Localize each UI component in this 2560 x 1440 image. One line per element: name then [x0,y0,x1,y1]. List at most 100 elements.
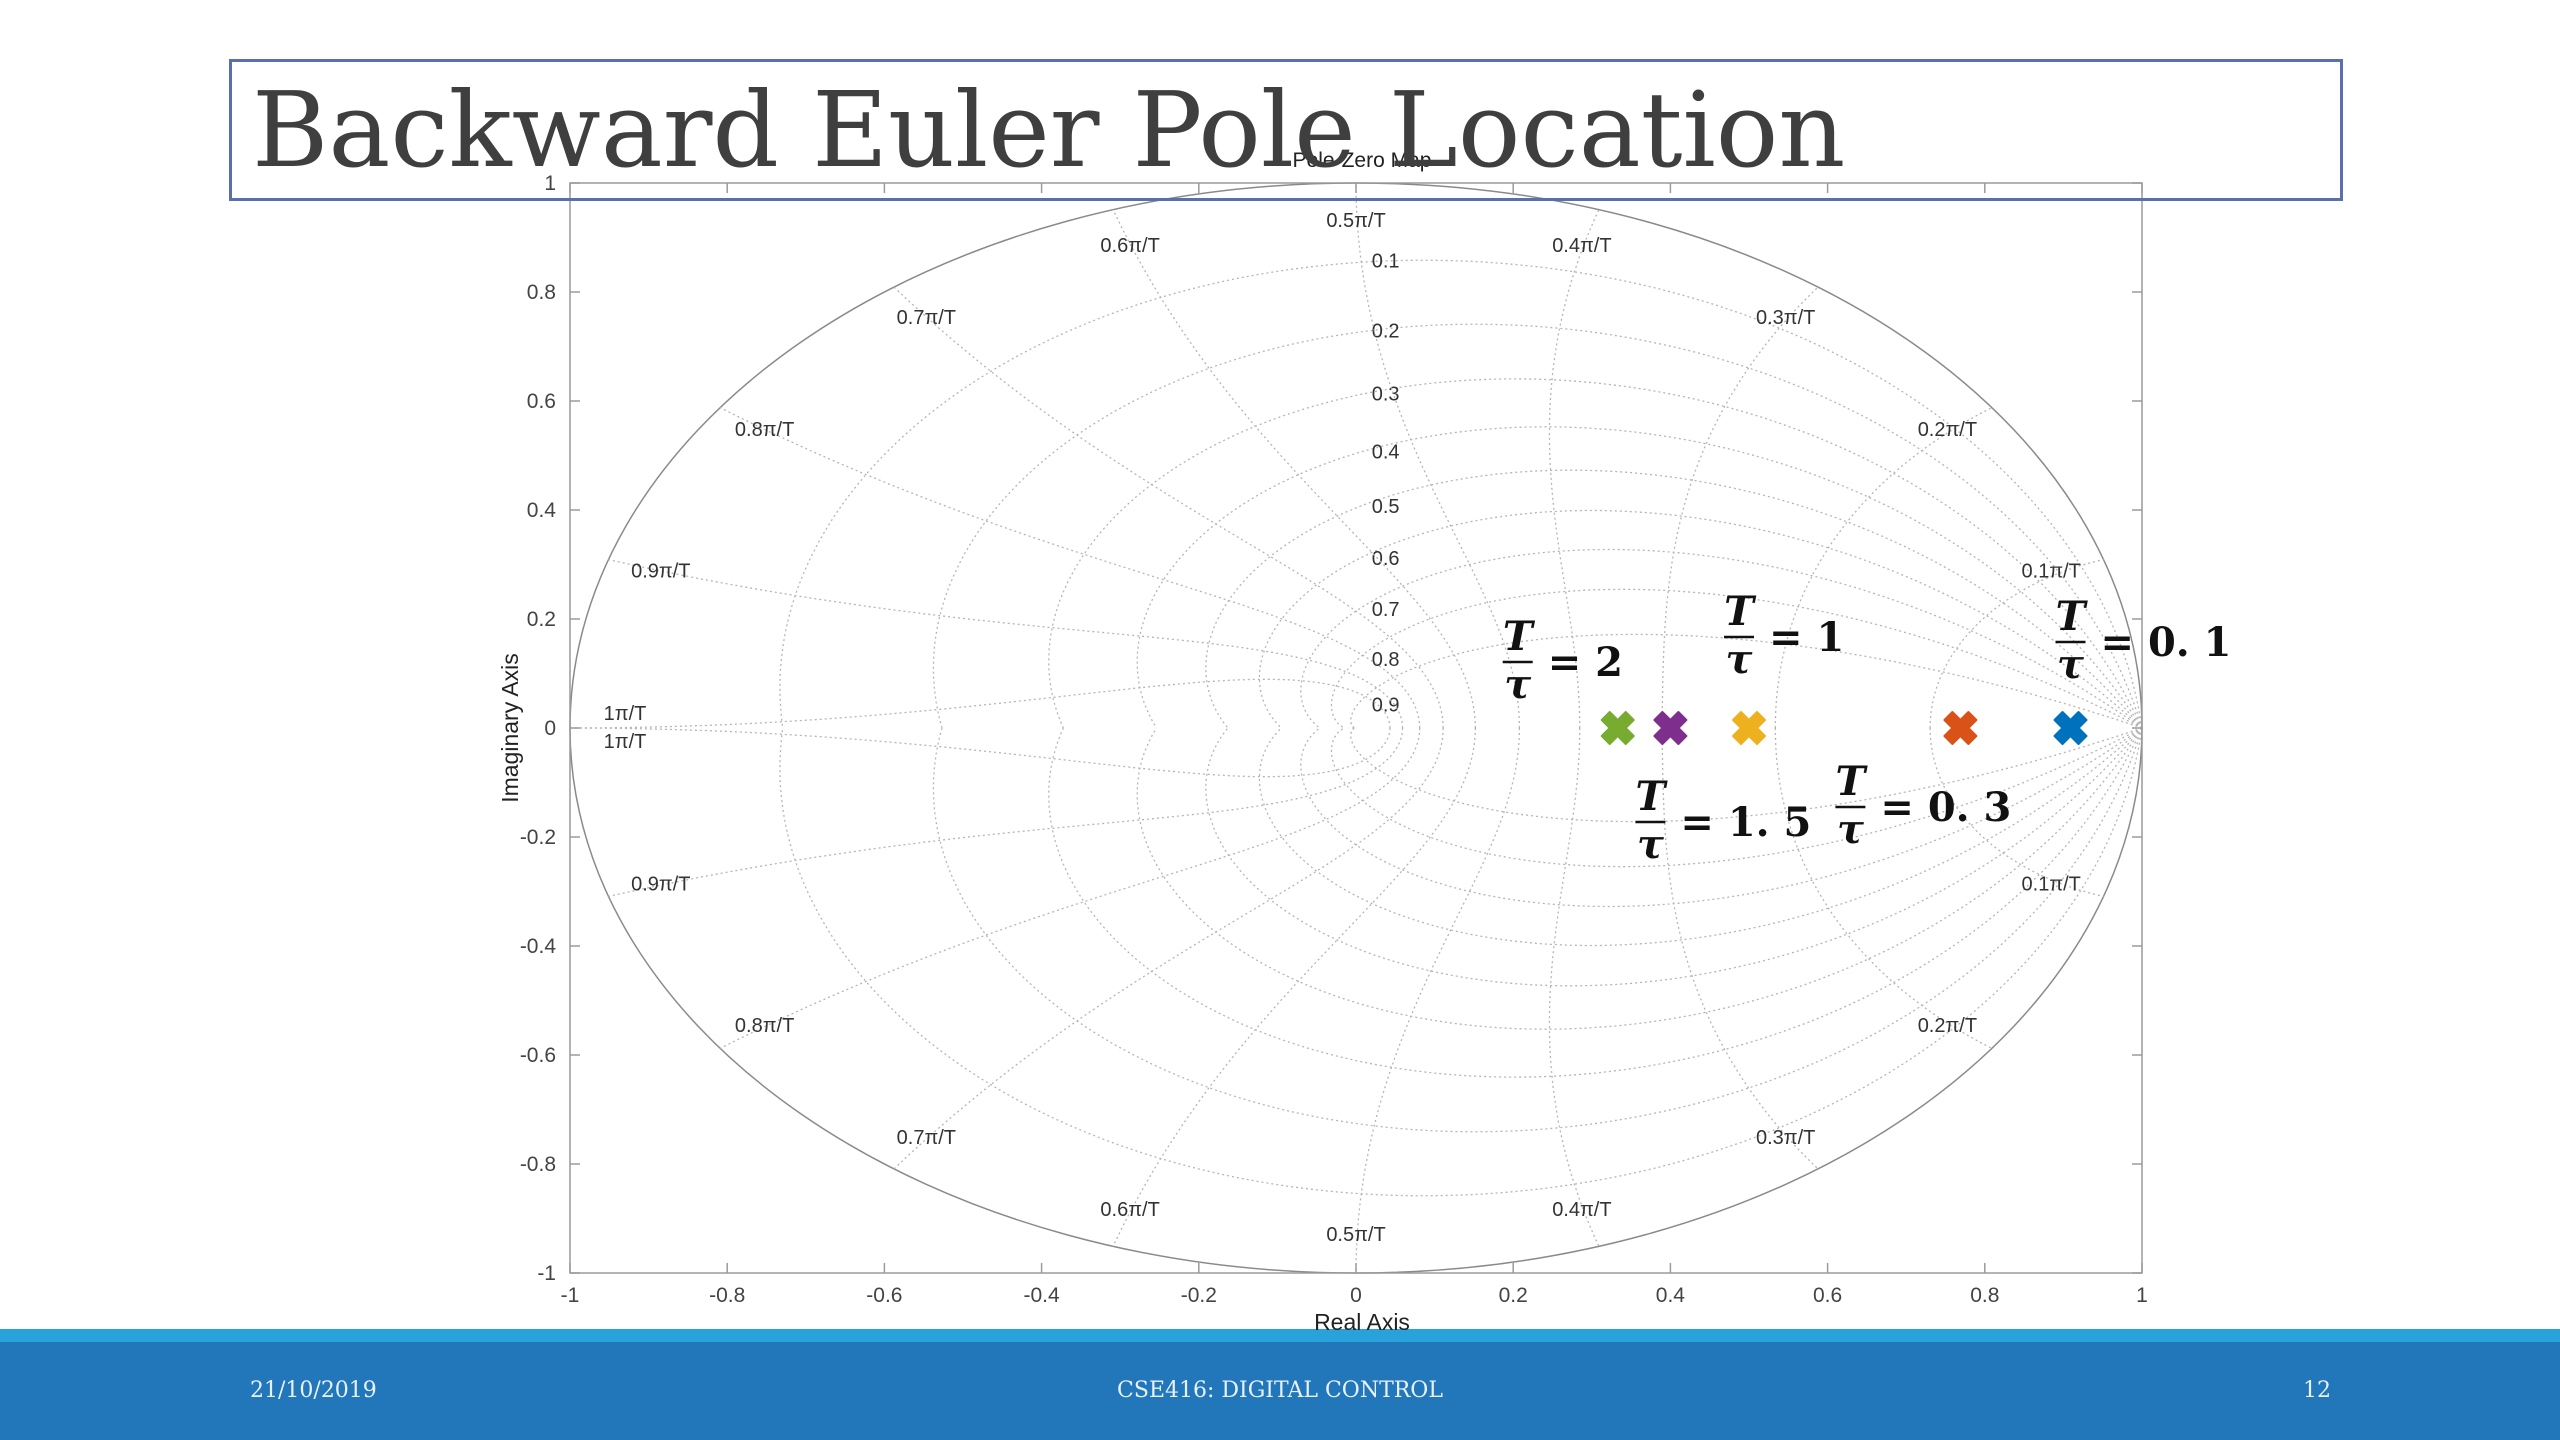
pole-annotation: Tτ = 1 [1724,588,1844,683]
frequency-label: 0.7π/T [897,1127,956,1149]
pole-marker [1600,711,1635,745]
damping-label: 0.2 [1372,321,1400,343]
frequency-curve [719,407,1421,728]
damping-label: 0.5 [1372,496,1400,518]
damping-curve [1048,727,2143,1078]
frequency-curve [608,728,1404,898]
frequency-label: 0.5π/T [1326,210,1385,232]
annotation-numerator: T [1636,773,1669,820]
damping-curve [1330,588,2143,729]
frequency-curve [569,678,1391,729]
frequency-label: 0.4π/T [1552,235,1611,257]
x-tick-label: 0 [1350,1284,1362,1307]
annotation-numerator: T [1724,588,1757,635]
frequency-label: 0.3π/T [1756,1127,1815,1149]
frequency-curve [569,727,1391,778]
pole-marker [1732,711,1766,745]
footer-course: CSE416: DIGITAL CONTROL [1117,1378,1443,1403]
footer-accent-band [0,1329,2560,1342]
annotation-numerator: T [1503,613,1536,660]
y-tick-label: 0.2 [527,608,556,631]
slide-title: Backward Euler Pole Location [252,69,1846,191]
frequency-curve [1929,558,2104,728]
slide-footer: 21/10/2019 CSE416: DIGITAL CONTROL 12 [0,1342,2560,1440]
frequency-curve [1355,728,1521,1274]
damping-curve [779,727,2143,1197]
annotation-value: = 2 [1548,639,1623,686]
damping-curve [932,727,2143,1133]
y-tick-label: 0.6 [527,390,556,413]
frequency-curve [893,286,1444,728]
annotation-numerator: T [1836,758,1869,805]
damping-curve [1136,727,2143,1030]
x-tick-label: 0.8 [1970,1284,1999,1307]
chart-title: Pole-Zero Map [1293,149,1432,172]
frequency-label: 0.1π/T [2022,874,2081,896]
zgrid: 0.1 0.2 0.3 0.4 0.5 0.6 0.7 0.8 0.9 0.1π/T 0.1π/T 0… [569,182,2143,1274]
frequency-curve [893,728,1444,1170]
y-axis-label: Imaginary Axis [497,653,523,803]
damping-label: 0.4 [1372,441,1400,463]
title-box: Backward Euler Pole Location [229,59,2343,201]
pole-marker-shape [1943,711,1978,745]
pole-markers: Tτ = 0. 1Tτ = 0. 3Tτ = 1Tτ = 1. 5Tτ = 2 [1502,588,2232,868]
annotation-value: = 0. 3 [1880,784,2011,831]
frequency-curve [1548,728,1600,1247]
footer-page-number: 12 [2303,1378,2331,1403]
frequency-curve [1548,209,1600,728]
frequency-curve [719,728,1421,1049]
x-tick-label: -0.4 [1024,1284,1061,1307]
pole-marker-shape [2053,711,2088,745]
damping-curve [932,323,2143,729]
pole-zero-map: Pole-Zero Map 0.10.20.30.40.50.60.70.80.… [497,149,2232,1330]
annotation-denominator: τ [1637,821,1664,868]
pole-marker [2053,711,2088,745]
x-axis-label: Real Axis [1314,1309,1410,1330]
pole-annotation: Tτ = 0. 1 [2055,593,2232,688]
y-tick-label: 0 [544,717,556,740]
damping-label: 0.7 [1372,599,1400,621]
frequency-curve [608,558,1404,728]
frequency-label: 0.9π/T [631,560,690,582]
pole-annotation: Tτ = 0. 3 [1835,758,2011,853]
damping-curve [1300,727,2143,908]
frequency-label: 0.4π/T [1552,1199,1611,1221]
annotation-value: = 0. 1 [2101,619,2232,666]
footer-date: 21/10/2019 [250,1378,377,1403]
damping-curve [1330,727,2143,868]
pole-marker [1943,711,1978,745]
pole-marker [1653,711,1688,745]
plot-frame [569,182,2143,1274]
frequency-label: 0.8π/T [735,1015,794,1037]
pole-marker-shape [1653,711,1688,745]
damping-curve [1136,426,2143,729]
frequency-curve [1929,728,2104,898]
x-tick-label: -0.8 [709,1284,745,1307]
frequency-curve [1774,407,1993,728]
annotation-numerator: T [2056,593,2089,640]
frequency-curve [1112,209,1476,728]
frequency-curve [1661,728,1819,1170]
y-tick-label: -0.2 [520,826,556,849]
damping-curve [1205,469,2143,729]
y-tick-label: -0.8 [520,1153,556,1176]
frequency-curve [1774,728,1993,1049]
damping-label: 0.6 [1372,548,1400,570]
frequency-label: 0.8π/T [735,419,794,441]
x-tick-label: 0.6 [1813,1284,1842,1307]
pole-marker-shape [1600,711,1635,745]
annotation-denominator: τ [1726,636,1753,683]
frequency-label: 0.9π/T [631,874,690,896]
annotation-value: = 1 [1769,614,1844,661]
damping-curve [1300,548,2143,729]
frequency-label: 0.6π/T [1100,1199,1159,1221]
frequency-label: 0.1π/T [2022,560,2081,582]
pole-annotation: Tτ = 1. 5 [1635,773,1811,868]
unit-circle [569,182,2143,1274]
frequency-label: 0.6π/T [1100,235,1159,257]
frequency-label: 0.2π/T [1918,1015,1977,1037]
annotation-denominator: τ [2057,641,2084,688]
y-tick-label: -1 [537,1262,556,1285]
damping-label: 0.1 [1372,251,1400,273]
